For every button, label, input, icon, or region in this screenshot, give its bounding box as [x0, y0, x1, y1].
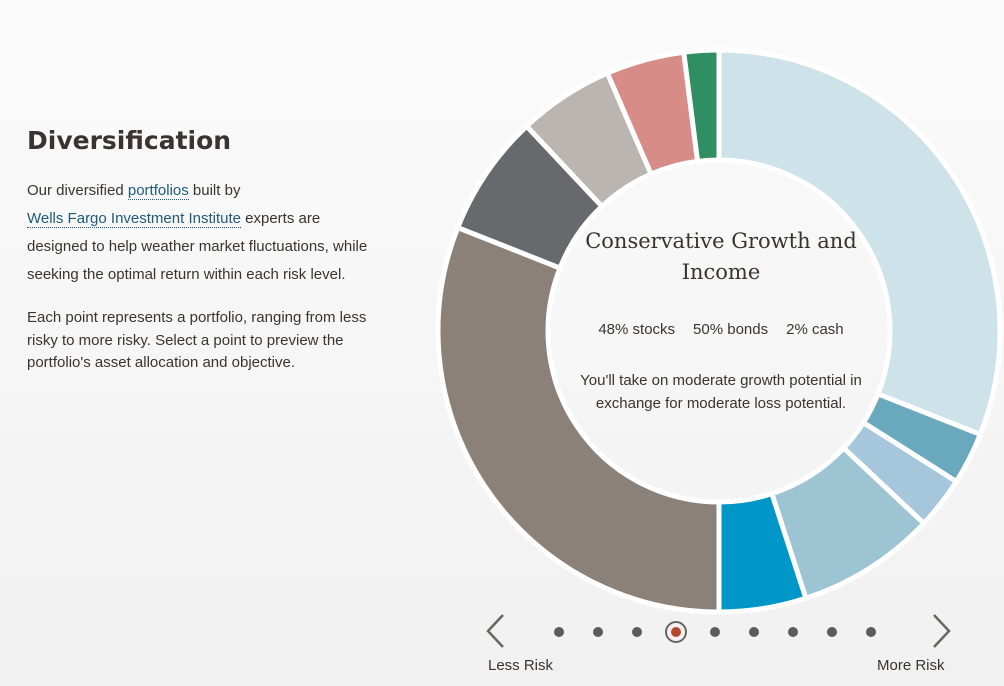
intro-paragraph: Our diversified portfolios built by Wells… — [27, 177, 377, 289]
risk-level-point-8[interactable] — [821, 621, 843, 643]
risk-level-point-3[interactable] — [626, 621, 648, 643]
allocation-segment-1 — [716, 47, 1003, 438]
more-risk-label: More Risk — [877, 657, 945, 674]
intro-text-end: experts are designed to help weather mar… — [27, 210, 368, 283]
allocation-summary: 48% stocks 50% bonds 2% cash — [560, 321, 882, 338]
less-risk-label: Less Risk — [488, 657, 554, 674]
portfolio-objective: You'll take on moderate growth potential… — [580, 372, 862, 412]
page-title: Diversification — [27, 126, 232, 155]
risk-level-point-7[interactable] — [782, 621, 804, 643]
instruction-paragraph: Each point represents a portfolio, rangi… — [27, 309, 367, 371]
allocation-segment-6 — [435, 224, 722, 615]
portfolio-name: Conservative Growth and Income — [585, 229, 857, 284]
risk-level-point-1[interactable] — [548, 621, 570, 643]
next-portfolio-arrow-icon[interactable] — [926, 612, 954, 650]
intro-panel: Diversification Our diversified portfoli… — [27, 126, 377, 375]
wells-fargo-investment-institute-link[interactable]: Wells Fargo Investment Institute — [27, 210, 241, 228]
risk-level-point-4[interactable] — [665, 621, 687, 643]
intro-text-mid: built by — [188, 182, 241, 199]
stocks-percentage: 48% stocks — [598, 321, 676, 338]
portfolio-summary: Conservative Growth and Income 48% stock… — [560, 226, 882, 415]
allocation-segment-10 — [680, 47, 722, 165]
intro-text-start: Our diversified — [27, 182, 128, 199]
portfolios-link[interactable]: portfolios — [127, 182, 189, 200]
risk-level-point-5[interactable] — [704, 621, 726, 643]
risk-level-point-2[interactable] — [587, 621, 609, 643]
risk-level-point-9[interactable] — [860, 621, 882, 643]
risk-level-point-6[interactable] — [743, 621, 765, 643]
bonds-percentage: 50% bonds — [693, 321, 769, 338]
cash-percentage: 2% cash — [786, 321, 844, 338]
previous-portfolio-arrow-icon[interactable] — [483, 612, 511, 650]
